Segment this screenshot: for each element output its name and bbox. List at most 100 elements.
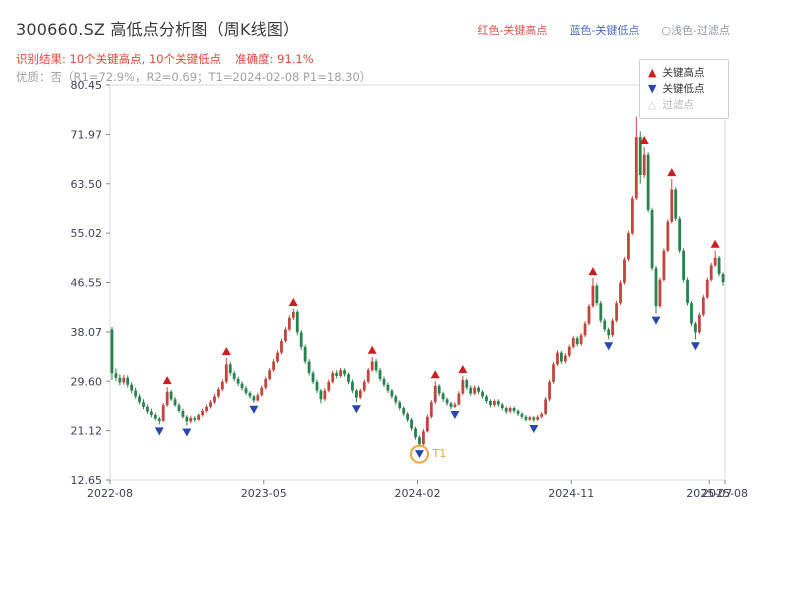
candle-body — [512, 408, 516, 411]
candle-body — [252, 396, 256, 401]
candle-body — [567, 346, 571, 356]
candle-body — [382, 378, 386, 385]
key-low-marker — [690, 342, 700, 351]
candle-body — [138, 396, 141, 403]
candle-body — [351, 381, 354, 391]
up-triangle-icon: ▲ — [648, 66, 657, 79]
y-tick-label: 63.50 — [71, 178, 103, 191]
candle-body — [705, 279, 709, 298]
quality-summary: 优质：否（R1=72.9%，R2=0.69；T1=2024-02-08 P1=1… — [16, 70, 372, 84]
candle-body — [386, 384, 390, 391]
candle-body — [153, 415, 157, 419]
candle-body — [335, 373, 339, 377]
candle-body — [110, 329, 114, 374]
inline-legend-filtered: ○浅色-过滤点 — [661, 24, 730, 37]
candle-body — [627, 233, 630, 260]
candle-body — [453, 404, 457, 407]
candle-body — [433, 385, 437, 403]
key-high-marker — [367, 345, 377, 354]
candle-body — [556, 352, 559, 365]
candle-body — [118, 377, 122, 383]
candle-body — [291, 311, 295, 318]
candle-body — [504, 408, 508, 412]
candle-body — [571, 338, 575, 347]
candle-body — [260, 387, 264, 396]
key-low-marker — [182, 428, 192, 437]
candle-body — [232, 373, 236, 379]
candle-body — [508, 408, 512, 412]
candle-body — [658, 279, 662, 307]
candle-body — [284, 329, 287, 342]
candle-body — [398, 402, 402, 409]
candle-body — [339, 370, 343, 377]
candle-body — [378, 370, 382, 379]
key-high-marker — [710, 239, 720, 248]
candle-body — [473, 387, 477, 394]
y-tick-label: 12.65 — [71, 474, 103, 487]
y-tick-label: 29.60 — [71, 375, 103, 388]
candle-body — [694, 323, 697, 333]
candle-body — [599, 303, 603, 321]
candle-body — [374, 361, 378, 371]
candle-body — [228, 364, 232, 374]
candle-body — [201, 410, 205, 416]
candle-body — [563, 355, 567, 362]
candle-body — [425, 416, 429, 432]
candle-body — [394, 396, 398, 403]
key-high-marker — [588, 267, 598, 276]
key-low-marker — [414, 450, 424, 459]
candle-body — [315, 381, 319, 391]
candle-body — [650, 209, 654, 269]
candle-body — [366, 370, 370, 382]
candle-body — [540, 413, 544, 417]
key-low-marker — [351, 405, 361, 414]
candle-body — [492, 401, 496, 406]
candle-body — [457, 393, 461, 405]
candle-body — [709, 265, 713, 280]
candle-body — [422, 431, 425, 445]
candle-body — [721, 274, 725, 283]
candle-body — [362, 381, 366, 391]
candle-body — [536, 416, 540, 420]
candle-body — [303, 346, 307, 362]
candle-body — [445, 399, 449, 404]
candle-body — [548, 381, 551, 400]
candle-body — [674, 189, 678, 219]
candle-body — [173, 399, 177, 406]
y-tick-label: 46.55 — [71, 277, 103, 290]
candle-body — [165, 391, 169, 406]
candle-body — [189, 417, 193, 422]
candle-body — [358, 390, 362, 398]
candle-body — [130, 384, 134, 391]
candle-body — [500, 404, 504, 409]
key-high-marker — [458, 365, 468, 374]
candle-body — [607, 329, 611, 336]
candle-body — [441, 393, 445, 400]
key-high-marker — [639, 136, 649, 145]
plot-legend: ▲ 关键高点 ▼ 关键低点 △ 过滤点 — [639, 59, 729, 119]
inline-legend: 红色-关键高点 蓝色-关键低点 ○浅色-过滤点 — [477, 22, 730, 38]
key-high-marker — [162, 376, 172, 385]
candle-body — [615, 303, 618, 321]
candle-body — [244, 388, 248, 393]
candle-body — [157, 418, 161, 421]
candle-body — [520, 413, 524, 417]
candle-body — [295, 311, 299, 333]
candle-body — [485, 396, 488, 402]
candle-body — [213, 396, 216, 403]
candle-body — [220, 381, 224, 390]
candle-body — [532, 417, 536, 420]
recognition-result-counts: 识别结果: 10个关键高点, 10个关键低点 — [16, 52, 222, 66]
candle-body — [287, 317, 291, 330]
candle-body — [418, 437, 421, 445]
candle-body — [193, 417, 197, 420]
candle-body — [161, 405, 165, 421]
candle-body — [496, 401, 500, 405]
key-low-marker — [529, 425, 539, 434]
candle-body — [477, 387, 481, 392]
legend-item-key-low: ▼ 关键低点 — [648, 81, 720, 97]
candle-body — [299, 332, 303, 347]
candle-body — [272, 361, 276, 371]
candle-body — [630, 198, 634, 234]
